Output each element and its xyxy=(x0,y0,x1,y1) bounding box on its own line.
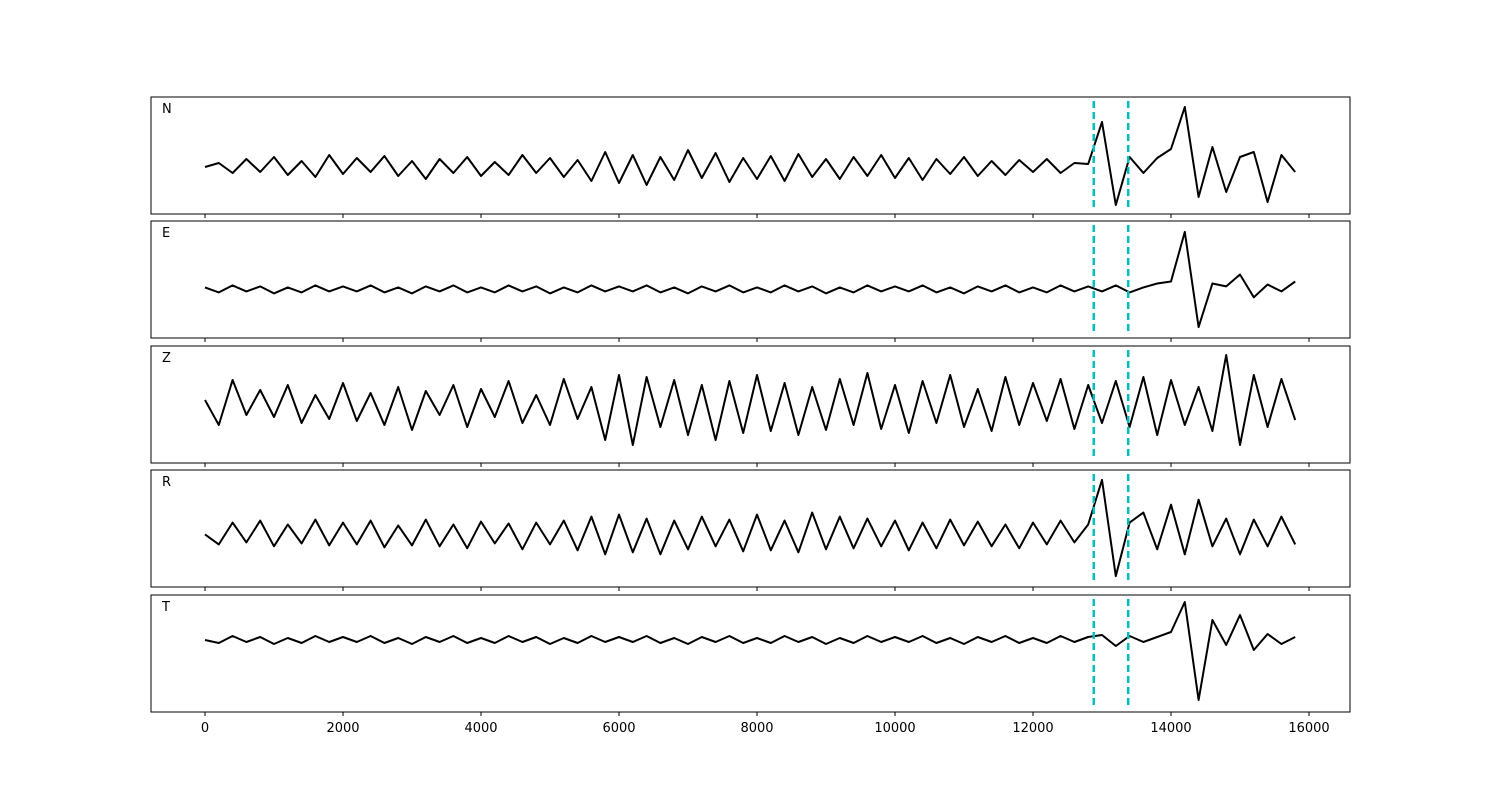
waveform xyxy=(204,354,1297,446)
channel-label: T xyxy=(161,600,170,615)
x-tick-label: 16000 xyxy=(1288,721,1329,736)
x-tick-label: 0 xyxy=(201,721,209,736)
x-tick-label: 8000 xyxy=(740,721,773,736)
x-tick-label: 4000 xyxy=(464,721,497,736)
axes-frame xyxy=(150,469,1351,588)
waveform xyxy=(204,478,1297,578)
waveform xyxy=(204,230,1296,329)
x-tick-label: 6000 xyxy=(602,721,635,736)
axes-frame xyxy=(150,345,1351,464)
x-tick-label: 10000 xyxy=(874,721,915,736)
x-tick-label: 12000 xyxy=(1012,721,1053,736)
waveform xyxy=(204,601,1296,701)
x-tick-label: 2000 xyxy=(326,721,359,736)
channel-label: N xyxy=(162,102,172,117)
channel-label: R xyxy=(162,475,171,490)
axes-frame xyxy=(150,220,1351,339)
channel-label: Z xyxy=(162,351,171,366)
axes-frame xyxy=(150,96,1351,215)
waveform xyxy=(204,106,1296,206)
channel-label: E xyxy=(162,226,170,241)
axes-frame xyxy=(150,594,1351,713)
x-tick-label: 14000 xyxy=(1150,721,1191,736)
